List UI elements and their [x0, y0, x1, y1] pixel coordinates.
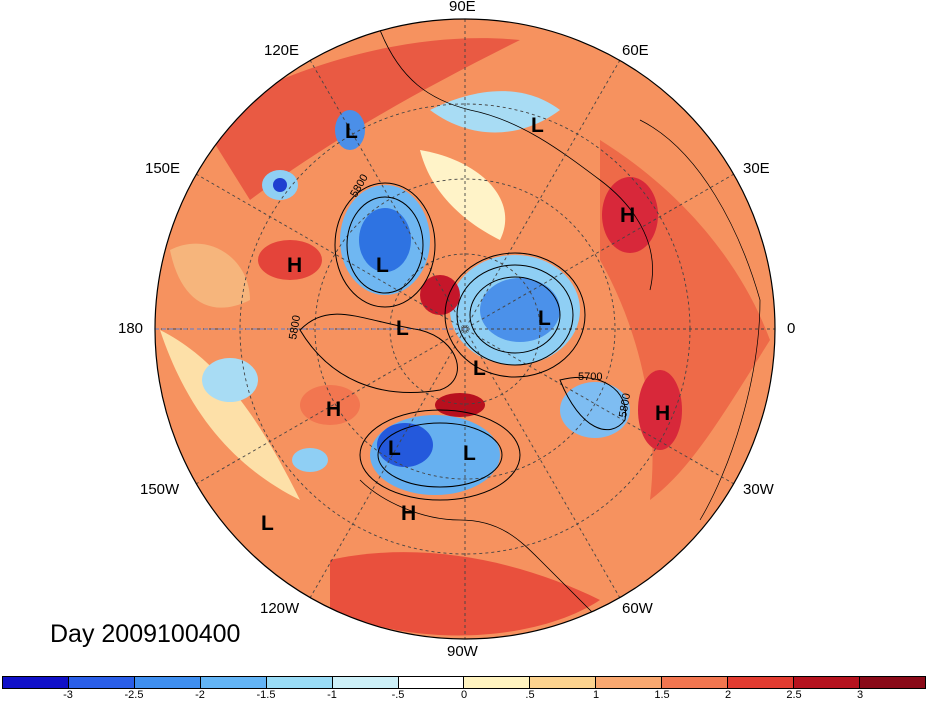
colorbar-swatch: [68, 677, 135, 688]
colorbar-tick-label: -2.5: [124, 689, 144, 701]
colorbar-swatch: [266, 677, 333, 688]
colorbar-tick-label: -3: [63, 689, 73, 701]
low-marker: L: [463, 442, 476, 465]
lon-label-90w: 90W: [447, 643, 478, 660]
lon-label-180: 180: [118, 320, 144, 337]
colorbar-swatch: [596, 677, 663, 688]
colorbar-swatch: [464, 677, 531, 688]
colorbar-tick-label: -1: [327, 689, 337, 701]
low-marker: L: [473, 357, 486, 380]
high-marker: H: [326, 398, 341, 421]
colorbar-tick-label: -2: [195, 689, 205, 701]
lon-label-90e: 90E: [449, 0, 476, 15]
colorbar-tick-label: -.5: [391, 689, 405, 701]
day-label: Day 2009100400: [50, 620, 241, 648]
low-marker: L: [396, 317, 409, 340]
colorbar-tick-label: 3: [856, 689, 864, 701]
lon-label-120w: 120W: [260, 600, 300, 617]
colorbar-swatch: [134, 677, 201, 688]
colorbar-swatch: [3, 677, 69, 688]
colorbar-swatch: [332, 677, 399, 688]
colorbar-tick-label: 2: [724, 689, 732, 701]
colorbar-swatch: [859, 677, 925, 688]
lon-label-120e: 120E: [264, 42, 300, 59]
colorbar-swatch: [794, 677, 860, 688]
high-marker: H: [401, 502, 416, 525]
contour-label: 5800: [287, 314, 303, 340]
lon-label-0: 0: [787, 320, 796, 337]
low-marker: L: [261, 512, 274, 535]
colorbar-swatch: [530, 677, 597, 688]
lon-label-30e: 30E: [743, 160, 770, 177]
lon-label-150w: 150W: [140, 481, 180, 498]
low-marker: L: [388, 437, 401, 460]
low-marker: L: [531, 114, 544, 137]
low-marker: L: [345, 120, 358, 143]
lon-label-60w: 60W: [622, 600, 653, 617]
colorbar-swatch: [662, 677, 729, 688]
contour-label: 5800: [617, 392, 633, 418]
colorbar-swatch: [398, 677, 465, 688]
low-marker: L: [538, 307, 551, 330]
lon-label-60e: 60E: [622, 42, 649, 59]
colorbar-tick-label: 1: [592, 689, 600, 701]
lon-label-150e: 150E: [145, 160, 181, 177]
colorbar: [2, 676, 926, 689]
colorbar-swatch: [728, 677, 795, 688]
high-marker: H: [287, 254, 302, 277]
colorbar-tick-label: 1.5: [654, 689, 670, 701]
low-marker: L: [376, 254, 389, 277]
colorbar-tick-label: .5: [525, 689, 535, 701]
high-marker: H: [620, 204, 635, 227]
high-marker: H: [655, 402, 670, 425]
lon-label-30w: 30W: [743, 481, 774, 498]
colorbar-tick-label: -1.5: [256, 689, 276, 701]
colorbar-swatch: [200, 677, 267, 688]
colorbar-tick-label: 0: [460, 689, 468, 701]
contour-label: 5700: [578, 371, 602, 383]
colorbar-tick-label: 2.5: [786, 689, 802, 701]
